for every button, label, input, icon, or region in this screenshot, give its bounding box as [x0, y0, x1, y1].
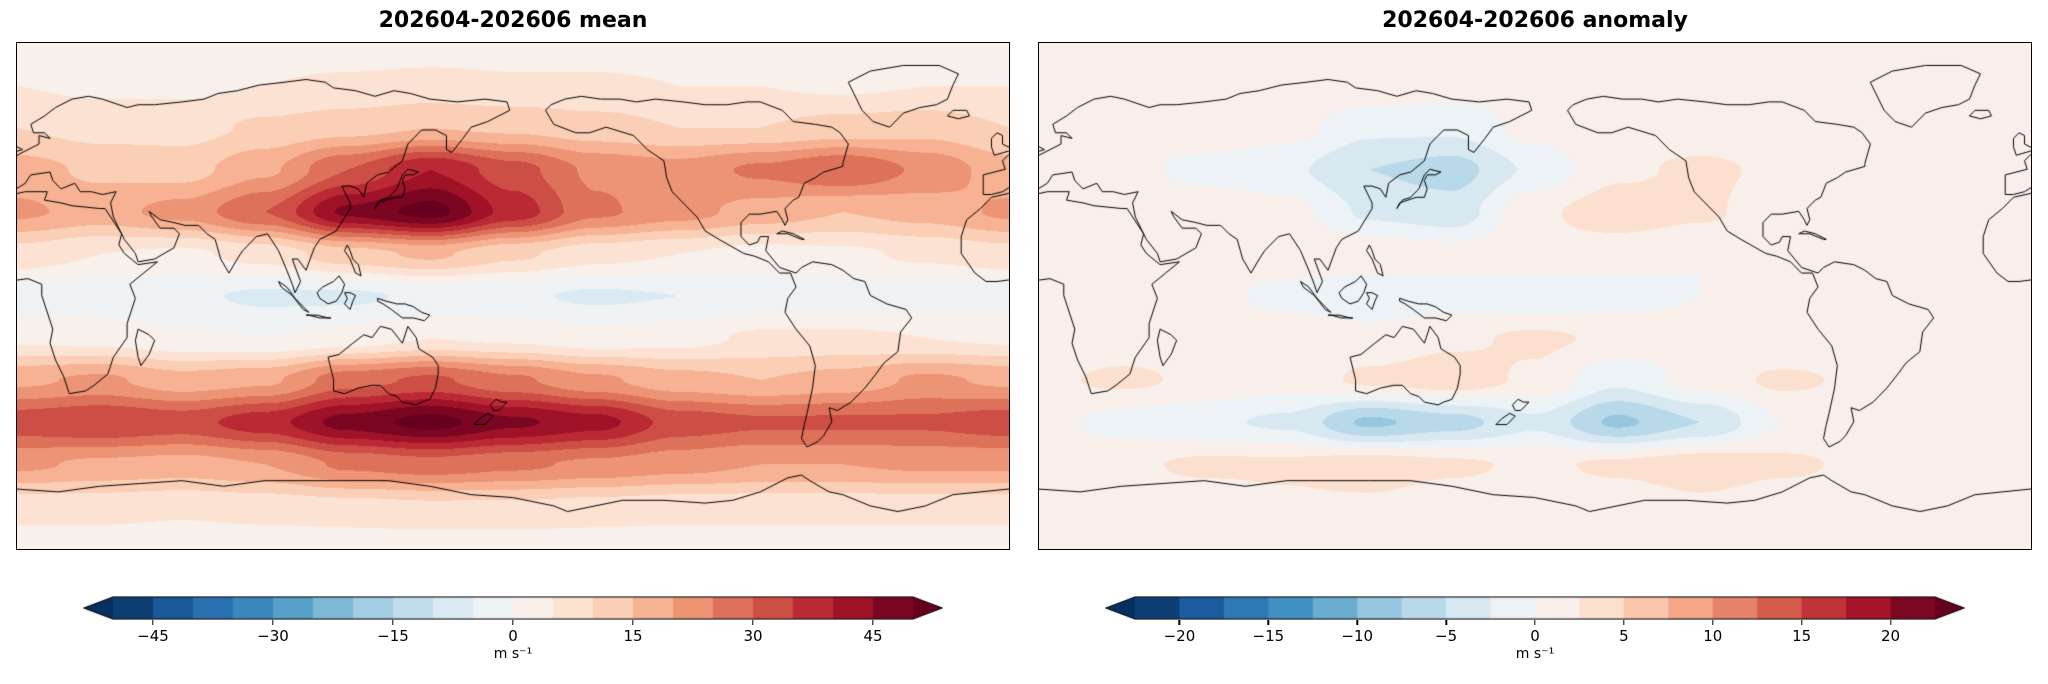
colorbar-tick [632, 620, 634, 626]
colorbar-tick-label: 0 [1530, 627, 1540, 646]
colorbar-tick-label: 45 [863, 627, 883, 646]
colorbar-tick-label: −20 [1163, 627, 1196, 646]
colorbar-tick [152, 620, 154, 626]
panel-mean: 202604-202606 mean −45 −30 −15 0 15 30 45 m s⁻… [16, 6, 1010, 672]
colorbar-tick [512, 620, 514, 626]
colorbar-tick-label: 5 [1619, 627, 1629, 646]
anomaly-colorbar: −20 −15 −10 −5 0 5 10 15 20 m s⁻¹ [1105, 596, 1965, 672]
colorbar-tick [1267, 620, 1270, 626]
colorbar-tick-label: 0 [508, 627, 518, 646]
mean-colorbar-bar [83, 596, 943, 621]
anomaly-colorbar-ticks: −20 −15 −10 −5 0 5 10 15 20 [1105, 620, 1965, 646]
colorbar-tick-label: 10 [1703, 627, 1723, 646]
colorbar-tick [1712, 620, 1714, 626]
colorbar-tick [1800, 620, 1803, 626]
colorbar-tick-label: −45 [137, 627, 169, 646]
mean-colorbar-unit-label: m s⁻¹ [493, 646, 533, 663]
colorbar-tick-label: −30 [257, 627, 289, 646]
colorbar-tick [1534, 620, 1536, 626]
panel-anomaly: 202604-202606 anomaly −20 −15 −10 −5 0 5 10 15 2… [1038, 6, 2032, 672]
colorbar-tick [1889, 620, 1892, 626]
colorbar-tick-label: −5 [1435, 627, 1458, 646]
mean-colorbar: −45 −30 −15 0 15 30 45 m s⁻¹ [83, 596, 943, 672]
colorbar-tick-label: 30 [743, 627, 763, 646]
colorbar-tick [392, 620, 394, 626]
colorbar-tick [1623, 620, 1625, 626]
anomaly-panel-title: 202604-202606 anomaly [1382, 8, 1688, 33]
anomaly-colorbar-unit-label: m s⁻¹ [1515, 646, 1555, 663]
mean-colorbar-ticks: −45 −30 −15 0 15 30 45 [83, 620, 943, 646]
colorbar-tick [752, 620, 754, 626]
colorbar-tick [1356, 620, 1358, 626]
colorbar-tick-label: −10 [1341, 627, 1374, 646]
colorbar-tick-label: 20 [1881, 627, 1901, 646]
colorbar-tick-label: −15 [377, 627, 409, 646]
colorbar-tick-label: −15 [1252, 627, 1285, 646]
colorbar-tick [1178, 620, 1181, 626]
colorbar-tick-label: 15 [1792, 627, 1812, 646]
anomaly-map-canvas [1038, 42, 2032, 551]
mean-map-canvas [16, 42, 1010, 551]
colorbar-tick-label: 15 [623, 627, 643, 646]
colorbar-tick [1445, 620, 1447, 626]
mean-panel-title: 202604-202606 mean [378, 8, 648, 33]
colorbar-tick [272, 620, 274, 626]
anomaly-colorbar-bar [1105, 596, 1965, 621]
colorbar-tick [872, 620, 874, 626]
